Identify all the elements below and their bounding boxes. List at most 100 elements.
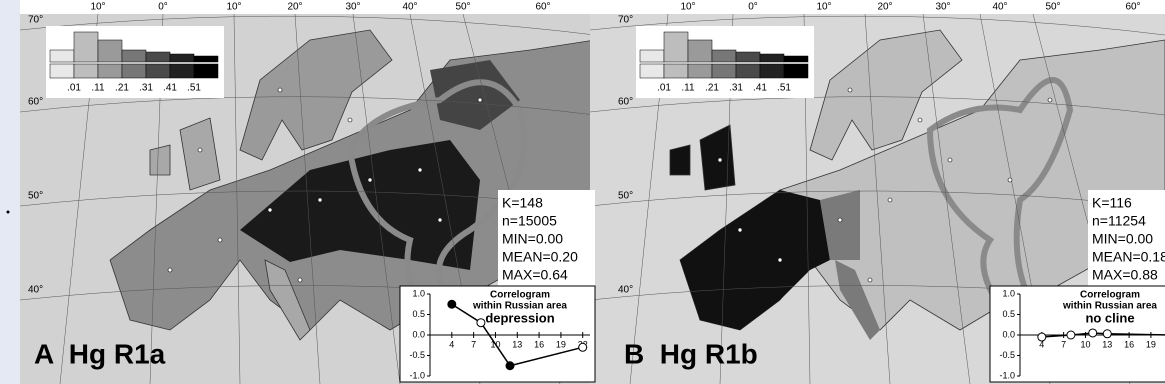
legend-label: .11 xyxy=(91,83,105,94)
dot xyxy=(6,210,10,214)
legend-bar xyxy=(49,49,75,63)
y-tick-label: -0.5 xyxy=(999,350,1015,360)
correlogram-title: Correlogram xyxy=(490,290,550,301)
latitude-label: 60° xyxy=(618,97,633,108)
latitude-label: 60° xyxy=(28,97,43,108)
legend-bar xyxy=(97,39,123,63)
longitude-label: 10° xyxy=(680,2,695,13)
stat: MIN=0.00 xyxy=(502,231,563,247)
x-tick-label: 16 xyxy=(534,339,544,349)
y-tick-label: 0.0 xyxy=(412,329,425,339)
legend-label: .31 xyxy=(139,83,153,94)
y-tick-label: 0.5 xyxy=(412,309,425,319)
latitude-label: 50° xyxy=(28,191,43,202)
legend: .01 .11 .21 .31 .41 .51 xyxy=(636,26,814,98)
legend-swatch xyxy=(145,63,171,79)
legend-bar xyxy=(711,49,737,63)
correlogram-note: depression xyxy=(485,310,554,325)
latitude-label: 70° xyxy=(28,15,43,26)
correlogram-point xyxy=(447,299,457,309)
longitude-label: 60° xyxy=(1125,2,1140,13)
legend-swatch xyxy=(193,63,219,79)
stat: MEAN=0.20 xyxy=(502,249,578,265)
longitude-label: 0° xyxy=(748,2,758,13)
legend-swatch xyxy=(783,63,809,79)
legend-label: .31 xyxy=(729,83,743,94)
y-tick-label: -0.5 xyxy=(409,350,425,360)
legend-bar xyxy=(783,55,809,63)
correlogram-point xyxy=(1037,332,1047,342)
longitude-label: 30° xyxy=(935,2,950,13)
legend-bar xyxy=(759,53,785,63)
legend-label: .01 xyxy=(67,83,81,94)
longitude-label: 10° xyxy=(90,2,105,13)
longitude-label: 60° xyxy=(535,2,550,13)
correlogram: 1.00.50.0-0.5-1.0471013161922Correlogram… xyxy=(989,285,1165,383)
legend-bar xyxy=(121,49,147,63)
legend-swatch xyxy=(663,63,689,79)
legend-swatch xyxy=(687,63,713,79)
legend-label: .41 xyxy=(163,83,177,94)
stat: MEAN=0.18 xyxy=(1092,249,1165,265)
latitude-label: 50° xyxy=(618,191,633,202)
x-tick-label: 7 xyxy=(1061,339,1066,349)
correlogram-point xyxy=(1088,328,1098,338)
stat: n=11254 xyxy=(1092,213,1146,229)
y-tick-label: 0.0 xyxy=(1002,329,1015,339)
x-tick-label: 4 xyxy=(1039,339,1044,349)
correlogram-line xyxy=(451,303,583,367)
legend-label: .11 xyxy=(681,83,695,94)
stat: MIN=0.00 xyxy=(1092,231,1153,247)
legend-bar xyxy=(73,31,99,63)
panel-label: A Hg R1a xyxy=(34,338,166,369)
correlogram-note: no cline xyxy=(1085,310,1134,325)
legend: .01 .11 .21 .31 .41 .51 xyxy=(46,26,224,98)
legend-swatch xyxy=(759,63,785,79)
stats-box xyxy=(1088,190,1165,286)
legend-swatch xyxy=(639,63,665,79)
x-tick-label: 4 xyxy=(449,339,454,349)
legend-swatch xyxy=(49,63,75,79)
stat: n=15005 xyxy=(502,213,557,229)
legend-swatch xyxy=(735,63,761,79)
correlogram-title: within Russian area xyxy=(1062,301,1157,312)
correlogram-title: Correlogram xyxy=(1080,290,1140,301)
x-tick-label: 16 xyxy=(1124,339,1134,349)
y-tick-label: 0.5 xyxy=(1002,309,1015,319)
legend-label: .21 xyxy=(115,83,129,94)
legend-label: .41 xyxy=(753,83,767,94)
legend-bar xyxy=(145,51,171,63)
longitude-label: 10° xyxy=(816,2,831,13)
correlogram-point xyxy=(578,342,588,352)
stat: K=148 xyxy=(502,195,543,211)
legend-bar xyxy=(639,49,665,63)
stat: MAX=0.64 xyxy=(502,267,568,283)
longitude-label: 0° xyxy=(158,2,168,13)
longitude-label: 40° xyxy=(992,2,1007,13)
longitude-label: 40° xyxy=(402,2,417,13)
legend-swatch xyxy=(711,63,737,79)
legend-label: .51 xyxy=(777,83,791,94)
legend-swatch xyxy=(169,63,195,79)
correlogram-title: within Russian area xyxy=(472,301,567,312)
legend-bar xyxy=(193,55,219,63)
latitude-label: 70° xyxy=(618,15,633,26)
legend-swatch xyxy=(97,63,123,79)
longitude-label: 20° xyxy=(877,2,892,13)
longitude-label: 30° xyxy=(345,2,360,13)
y-tick-label: -1.0 xyxy=(409,370,425,380)
longitude-label: 50° xyxy=(1045,2,1060,13)
x-tick-label: 19 xyxy=(1146,339,1156,349)
y-tick-label: -1.0 xyxy=(999,370,1015,380)
legend-bar xyxy=(169,53,195,63)
longitude-label: 50° xyxy=(455,2,470,13)
correlogram-point xyxy=(476,318,486,328)
correlogram-point xyxy=(505,361,515,371)
stat: K=116 xyxy=(1092,195,1132,211)
x-tick-label: 19 xyxy=(556,339,566,349)
legend-label: .01 xyxy=(657,83,671,94)
legend-bar xyxy=(735,51,761,63)
x-tick-label: 10 xyxy=(1080,339,1090,349)
